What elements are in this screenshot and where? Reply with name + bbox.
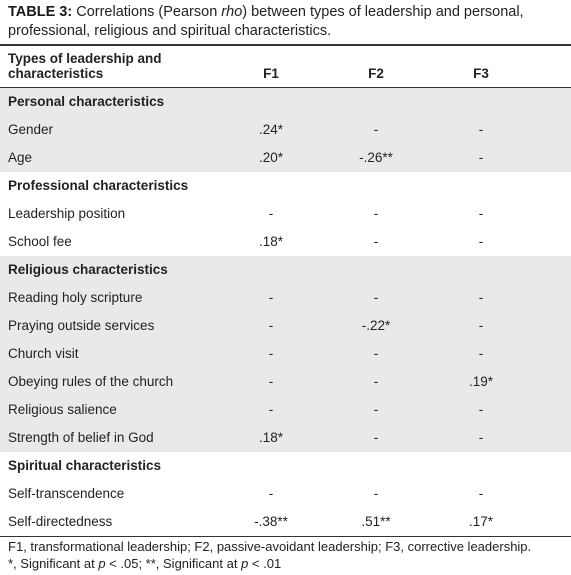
header-row: Types of leadership and characteristics F… [0, 46, 571, 88]
caption-italic: rho [221, 4, 243, 20]
table-row: Praying outside services - -.22* - [0, 312, 571, 340]
footnote: *, Significant at p < .05; **, Significa… [8, 555, 568, 572]
row-label: Leadership position [8, 206, 126, 221]
section-row: Personal characteristics [0, 88, 571, 116]
cell-value: - [478, 234, 484, 249]
header-cell: Types of leadership and characteristics [8, 51, 162, 81]
table-row: Leadership position - - - [0, 200, 571, 228]
cell-value: - [478, 430, 484, 445]
cell-value: .18* [258, 234, 284, 249]
row-label: Strength of belief in God [8, 430, 154, 445]
table-row: Reading holy scripture - - - [0, 284, 571, 312]
table-row: Self-directedness -.38** .51** .17* [0, 508, 571, 536]
footnotes: F1, transformational leadership; F2, pas… [8, 538, 568, 572]
table-row: Strength of belief in God .18* - - [0, 424, 571, 452]
row-label: Reading holy scripture [8, 290, 143, 305]
cell-value: - [478, 122, 484, 137]
footnote-italic: p [241, 556, 249, 571]
cell-value: - [478, 290, 484, 305]
caption-label: TABLE 3: [8, 4, 73, 20]
row-label: Praying outside services [8, 318, 155, 333]
cell-value: - [373, 290, 379, 305]
header-cell: F3 [473, 66, 489, 81]
cell-value: - [268, 374, 274, 389]
table: Types of leadership and characteristics F… [0, 44, 571, 537]
cell-value: -.26** [359, 150, 393, 165]
table-row: Self-transcendence - - - [0, 480, 571, 508]
table-row: School fee .18* - - [0, 228, 571, 256]
row-label: Self-transcendence [8, 486, 125, 501]
section-row: Professional characteristics [0, 172, 571, 200]
footnote-text: *, Significant at [8, 556, 99, 571]
cell-value: - [268, 206, 274, 221]
cell-value: - [373, 486, 379, 501]
caption: TABLE 3: Correlations (Pearson rho) betw… [8, 3, 566, 41]
cell-value: -.38** [254, 514, 288, 529]
cell-value: -.22* [361, 318, 391, 333]
cell-value: .19* [468, 374, 494, 389]
table-row: Age .20* -.26** - [0, 144, 571, 172]
cell-value: - [373, 206, 379, 221]
cell-value: .51** [361, 514, 391, 529]
caption-text: ) between types of leadership and person… [8, 4, 524, 39]
footnote-text: < .05; **, Significant at [105, 556, 242, 571]
cell-value: .18* [258, 430, 284, 445]
cell-value: - [373, 346, 379, 361]
row-label: Obeying rules of the church [8, 374, 174, 389]
cell-value: - [373, 374, 379, 389]
table-row: Religious salience - - - [0, 396, 571, 424]
section-title: Personal characteristics [8, 94, 165, 109]
row-label: Church visit [8, 346, 79, 361]
section-title: Spiritual characteristics [8, 458, 162, 473]
row-label: School fee [8, 234, 72, 249]
row-label: Self-directedness [8, 514, 113, 529]
cell-value: .20* [258, 150, 284, 165]
cell-value: - [268, 486, 274, 501]
cell-value: - [478, 402, 484, 417]
cell-value: - [268, 318, 274, 333]
row-label: Age [8, 150, 33, 165]
cell-value: - [373, 430, 379, 445]
section-row: Spiritual characteristics [0, 452, 571, 480]
header-cell: F1 [263, 66, 279, 81]
cell-value: - [373, 122, 379, 137]
row-label: Religious salience [8, 402, 117, 417]
section-row: Religious characteristics [0, 256, 571, 284]
cell-value: - [478, 486, 484, 501]
table-row: Obeying rules of the church - - .19* [0, 368, 571, 396]
cell-value: - [268, 402, 274, 417]
cell-value: - [478, 206, 484, 221]
cell-value: - [268, 346, 274, 361]
cell-value: - [373, 234, 379, 249]
cell-value: .24* [258, 122, 284, 137]
header-cell: F2 [368, 66, 384, 81]
table-row: Church visit - - - [0, 340, 571, 368]
footnote-italic: p [98, 556, 106, 571]
cell-value: - [478, 150, 484, 165]
section-title: Professional characteristics [8, 178, 189, 193]
table-row: Gender .24* - - [0, 116, 571, 144]
footnote-text: < .01 [248, 556, 282, 571]
cell-value: - [268, 290, 274, 305]
caption-text: Correlations (Pearson [76, 4, 222, 20]
cell-value: - [373, 402, 379, 417]
cell-value: - [478, 318, 484, 333]
footnote: F1, transformational leadership; F2, pas… [8, 539, 532, 554]
cell-value: .17* [468, 514, 494, 529]
row-label: Gender [8, 122, 54, 137]
section-title: Religious characteristics [8, 262, 168, 277]
cell-value: - [478, 346, 484, 361]
